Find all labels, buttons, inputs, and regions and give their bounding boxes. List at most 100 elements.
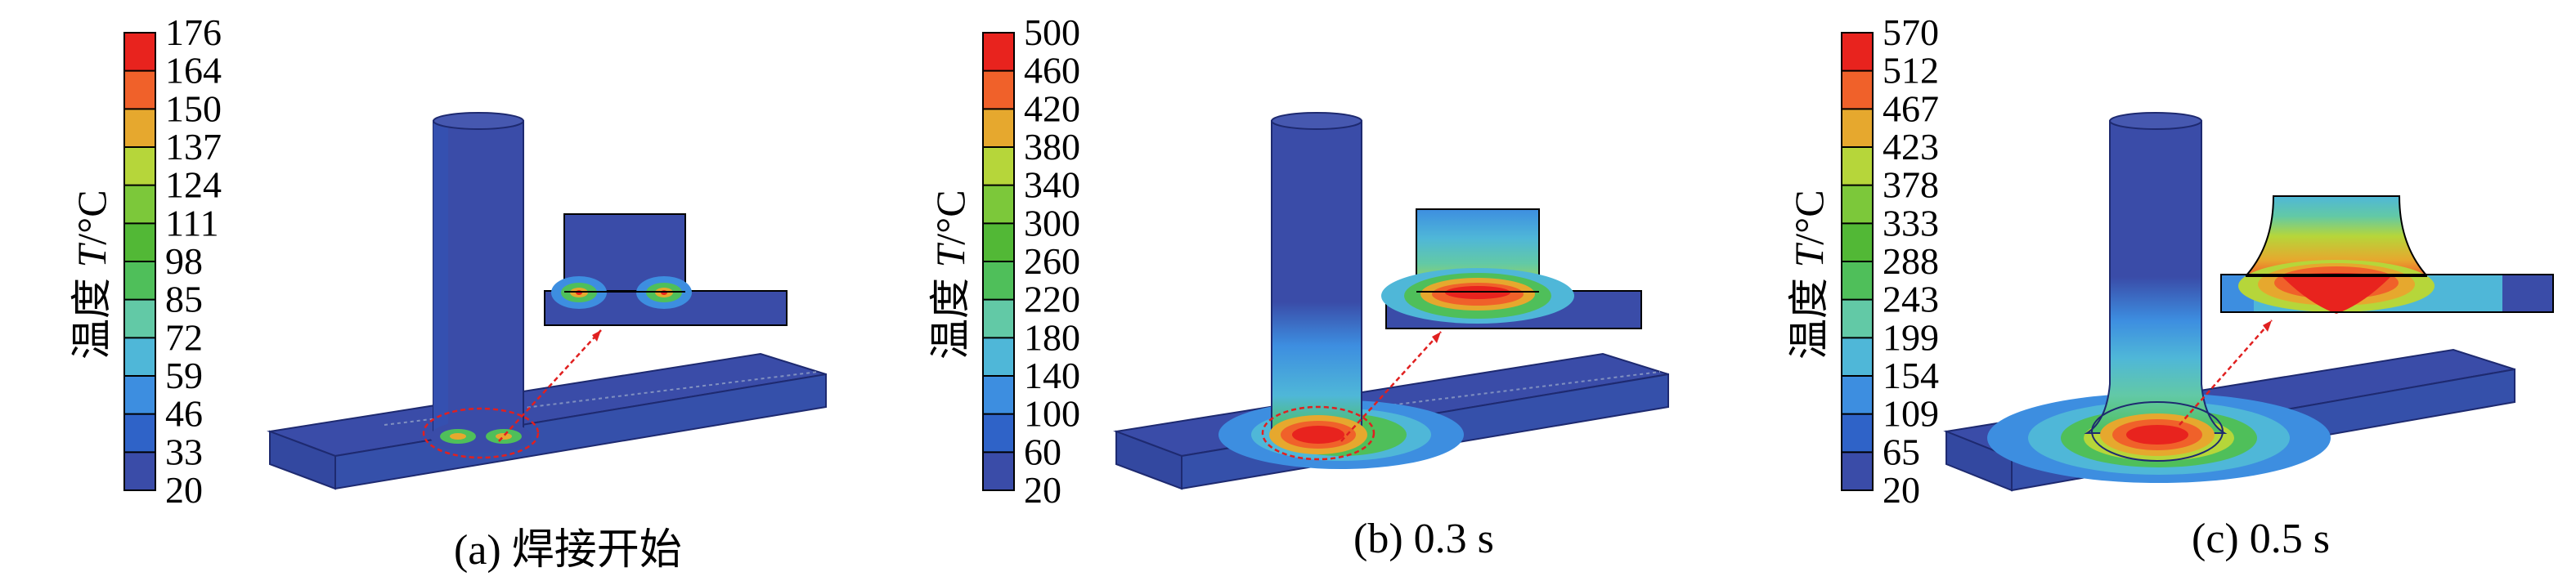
colorbar-tick-label: 243 [1883, 279, 1939, 320]
colorbar-tick-label: 467 [1883, 87, 1939, 129]
colorbar-swatch [124, 261, 155, 300]
colorbar-title-cn: 温度 [1786, 278, 1832, 360]
colorbar-tick-label: 137 [165, 126, 222, 168]
colorbar-swatch [983, 261, 1014, 300]
colorbar-title-unit: /°C [927, 190, 973, 245]
colorbar-swatch [124, 452, 155, 490]
colorbar-swatches [123, 32, 156, 491]
colorbar-tick-label: 46 [165, 393, 203, 435]
colorbar-tick-label: 378 [1883, 164, 1939, 206]
colorbar-tick-label: 570 [1883, 11, 1939, 53]
inset-cross-section [1381, 208, 1642, 329]
colorbar-swatches [1841, 32, 1874, 491]
colorbar-tick-label: 65 [1883, 431, 1920, 472]
colorbar-tick-label: 423 [1883, 126, 1939, 168]
tube-body [2084, 120, 2228, 434]
colorbar-tick-label: 20 [165, 469, 203, 511]
colorbar-swatch [1842, 33, 1873, 71]
colorbar-swatch [983, 185, 1014, 224]
callout-arrow [1340, 331, 1442, 442]
colorbar-swatch [124, 223, 155, 261]
colorbar-swatch [983, 147, 1014, 185]
panel-a: 176 164 150 137 124 111 98 85 72 59 46 33 20 [0, 0, 859, 581]
tube-top [2109, 112, 2202, 130]
panel-b: 500 460 420 380 340 300 260 220 180 140 100 60 20 [859, 0, 1717, 581]
colorbar-title-var: T [69, 244, 114, 268]
colorbar-title-var: T [1786, 244, 1832, 268]
colorbar-swatch [983, 376, 1014, 414]
tube-body [433, 120, 524, 434]
colorbar-tick-label: 340 [1024, 164, 1080, 206]
colorbar-title: 温度 T/°C [59, 190, 118, 360]
colorbar-swatch [1842, 376, 1873, 414]
colorbar-swatch [1842, 223, 1873, 261]
colorbar-swatch [1842, 109, 1873, 147]
colorbar-swatch [1842, 299, 1873, 338]
colorbar-tick-label: 85 [165, 279, 203, 320]
weld-highlight-circle [2091, 401, 2224, 462]
colorbar-swatch [124, 70, 155, 109]
colorbar-swatch [124, 413, 155, 453]
inset-cross-section [544, 213, 788, 326]
caption-b: (b) 0.3 s [1353, 516, 1494, 562]
colorbar-swatch [124, 376, 155, 414]
colorbar-swatch [124, 147, 155, 185]
colorbar-swatch [1842, 261, 1873, 300]
colorbar-tick-label: 180 [1024, 316, 1080, 358]
colorbar-title-cn: 温度 [69, 278, 114, 360]
colorbar-swatch [983, 109, 1014, 147]
colorbar-tick-label: 98 [165, 240, 203, 282]
plate-side-face [334, 373, 827, 490]
colorbar-title: 温度 T/°C [918, 190, 976, 360]
colorbar-swatches [982, 32, 1015, 491]
colorbar-tick-label: 260 [1024, 240, 1080, 282]
colorbar-tick-label: 288 [1883, 240, 1939, 282]
colorbar-tick-label: 150 [165, 87, 222, 129]
colorbar-title-cn: 温度 [927, 278, 973, 360]
tube-top [433, 112, 524, 130]
caption-a: (a) 焊接开始 [454, 527, 682, 574]
tube-top [1271, 112, 1362, 130]
colorbar-tick-label: 460 [1024, 50, 1080, 92]
colorbar-tick-label: 300 [1024, 202, 1080, 244]
weld-zone [430, 420, 532, 453]
colorbar-swatch [124, 337, 155, 376]
colorbar-tick-label: 20 [1024, 469, 1061, 511]
colorbar-swatch [124, 299, 155, 338]
colorbar-title: 温度 T/°C [1776, 190, 1835, 360]
colorbar-tick-label: 333 [1883, 202, 1939, 244]
colorbar-tick-label: 512 [1883, 50, 1939, 92]
colorbar-tick-label: 33 [165, 431, 203, 472]
colorbar-swatch [1842, 413, 1873, 453]
colorbar-tick-label: 59 [165, 355, 203, 396]
colorbar-swatch [983, 337, 1014, 376]
colorbar-tick-label: 380 [1024, 126, 1080, 168]
colorbar-tick-label: 199 [1883, 316, 1939, 358]
colorbar-tick-label: 140 [1024, 355, 1080, 396]
colorbar-swatch [1842, 452, 1873, 490]
colorbar-swatch [983, 70, 1014, 109]
colorbar-tick-label: 500 [1024, 11, 1080, 53]
colorbar-swatch [124, 33, 155, 71]
weld-highlight-circle [422, 407, 540, 459]
colorbar-tick-label: 72 [165, 316, 203, 358]
caption-c: (c) 0.5 s [2192, 516, 2330, 562]
weld-highlight-circle [1261, 405, 1376, 461]
colorbar-swatch [983, 223, 1014, 261]
callout-arrow [2179, 320, 2273, 426]
colorbar-tick-label: 109 [1883, 393, 1939, 435]
panel-c: 570 512 467 423 378 333 288 243 199 154 109 65 20 [1717, 0, 2576, 581]
colorbar-tick-label: 111 [165, 202, 219, 244]
colorbar-tick-label: 20 [1883, 469, 1920, 511]
colorbar-tick-label: 420 [1024, 87, 1080, 129]
colorbar-tick-label: 154 [1883, 355, 1939, 396]
colorbar-swatch [124, 109, 155, 147]
colorbar-title-var: T [927, 244, 973, 268]
colorbar-title-unit: /°C [69, 190, 114, 245]
colorbar-swatch [983, 299, 1014, 338]
